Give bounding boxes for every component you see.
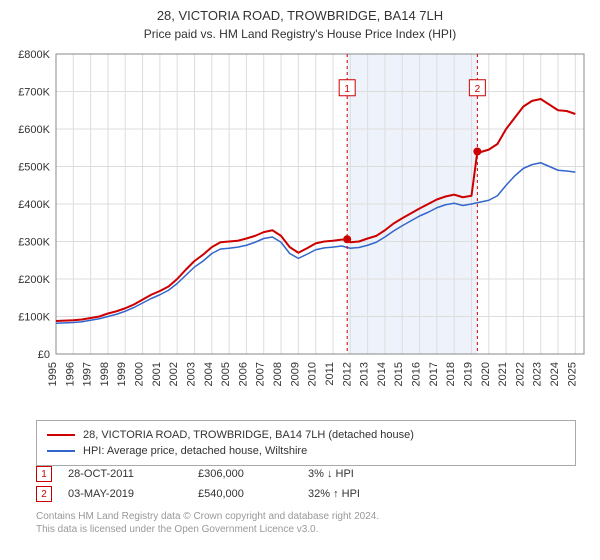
price-chart: £0 £100K £200K £300K £400K £500K £600K £700K £80… [0,46,600,416]
svg-text:2008: 2008 [272,362,284,386]
svg-text:2010: 2010 [307,362,319,386]
sales-table: 1 28-OCT-2011 £306,000 3% ↓ HPI 2 03-MAY… [36,464,576,504]
legend: 28, VICTORIA ROAD, TROWBRIDGE, BA14 7LH … [36,420,576,466]
legend-label: HPI: Average price, detached house, Wilt… [83,445,307,457]
svg-text:2016: 2016 [411,362,423,386]
svg-text:£200K: £200K [18,274,50,286]
sale-change: 3% ↓ HPI [308,468,398,480]
svg-text:1996: 1996 [64,362,76,386]
sale-change: 32% ↑ HPI [308,488,398,500]
svg-text:2021: 2021 [497,362,509,386]
svg-text:£800K: £800K [18,49,50,61]
sale-date: 28-OCT-2011 [68,468,198,480]
svg-text:2014: 2014 [376,362,388,386]
svg-text:2017: 2017 [428,362,440,386]
svg-text:2020: 2020 [480,362,492,386]
svg-text:2005: 2005 [220,362,232,386]
svg-text:2022: 2022 [514,362,526,386]
legend-swatch [47,450,75,452]
svg-text:2012: 2012 [341,362,353,386]
svg-text:2015: 2015 [393,362,405,386]
sale-row: 2 03-MAY-2019 £540,000 32% ↑ HPI [36,484,576,504]
svg-text:2025: 2025 [566,362,578,386]
svg-text:2004: 2004 [203,362,215,386]
svg-text:£100K: £100K [18,312,50,324]
svg-text:1999: 1999 [116,362,128,386]
svg-text:2003: 2003 [185,362,197,386]
legend-item: 28, VICTORIA ROAD, TROWBRIDGE, BA14 7LH … [47,427,565,443]
legend-item: HPI: Average price, detached house, Wilt… [47,443,565,459]
svg-text:1995: 1995 [47,362,59,386]
svg-text:2023: 2023 [532,362,544,386]
svg-text:1997: 1997 [82,362,94,386]
svg-text:2011: 2011 [324,362,336,386]
svg-text:£0: £0 [38,349,50,361]
footnote: Contains HM Land Registry data © Crown c… [36,510,576,536]
svg-text:2009: 2009 [289,362,301,386]
svg-text:2006: 2006 [237,362,249,386]
svg-text:2024: 2024 [549,362,561,386]
sale-date: 03-MAY-2019 [68,488,198,500]
svg-text:£700K: £700K [18,87,50,99]
svg-text:2013: 2013 [359,362,371,386]
sale-price: £540,000 [198,488,308,500]
svg-text:£500K: £500K [18,162,50,174]
svg-text:2001: 2001 [151,362,163,386]
sale-marker-icon: 1 [36,466,52,482]
footnote-line: This data is licensed under the Open Gov… [36,523,576,536]
sale-marker-icon: 2 [36,486,52,502]
sale-row: 1 28-OCT-2011 £306,000 3% ↓ HPI [36,464,576,484]
svg-text:1998: 1998 [99,362,111,386]
svg-text:2: 2 [475,84,481,95]
svg-text:£300K: £300K [18,237,50,249]
svg-text:2002: 2002 [168,362,180,386]
svg-text:2000: 2000 [134,362,146,386]
svg-text:1: 1 [344,84,350,95]
legend-label: 28, VICTORIA ROAD, TROWBRIDGE, BA14 7LH … [83,429,414,441]
svg-text:2019: 2019 [462,362,474,386]
footnote-line: Contains HM Land Registry data © Crown c… [36,510,576,523]
svg-text:£400K: £400K [18,199,50,211]
legend-swatch [47,434,75,436]
svg-text:£600K: £600K [18,124,50,136]
sale-price: £306,000 [198,468,308,480]
svg-text:2018: 2018 [445,362,457,386]
page-title: 28, VICTORIA ROAD, TROWBRIDGE, BA14 7LH [0,0,600,23]
svg-text:2007: 2007 [255,362,267,386]
